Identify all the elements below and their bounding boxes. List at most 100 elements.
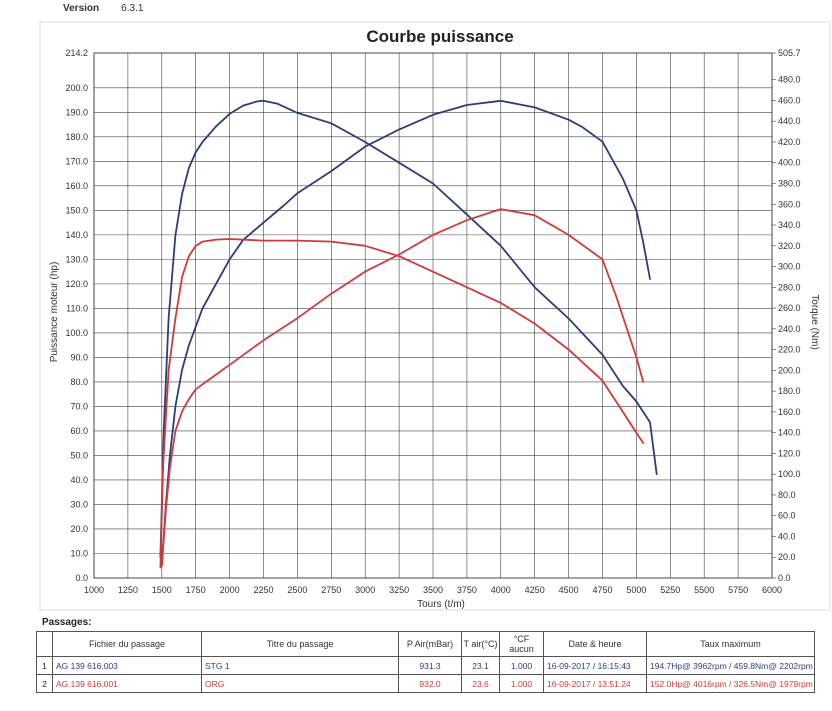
x-tick-label: 4250 [525, 585, 545, 595]
x-tick-label: 5750 [728, 585, 748, 595]
x-tick-label: 2250 [253, 585, 273, 595]
col-header-cf: °CF aucun [499, 631, 544, 657]
col-header-tair: T air(°C) [461, 631, 500, 657]
row-pair: 932.0 [398, 674, 462, 693]
y-right-tick-label: 80.0 [778, 490, 796, 500]
y-right-tick-label: 400.0 [778, 158, 801, 168]
y-right-tick-label: 100.0 [778, 469, 801, 479]
x-tick-label: 5250 [660, 585, 680, 595]
y-left-tick-label: 20.0 [70, 524, 88, 534]
x-tick-label: 1500 [152, 585, 172, 595]
passages-table: Fichier du passage Titre du passage P Ai… [36, 631, 815, 693]
y-left-tick-label: 90.0 [70, 352, 88, 362]
y-left-tick-label: 180.0 [65, 132, 88, 142]
col-header-pair: P Air(mBar) [398, 631, 462, 657]
x-tick-label: 3500 [423, 585, 443, 595]
y-right-tick-label: 420.0 [778, 137, 801, 147]
y-left-tick-label: 100.0 [65, 328, 88, 338]
y-left-tick-label: 110.0 [66, 303, 88, 313]
power-torque-chart: Courbe puissance 1000 1250 1500 1750 2000 225… [39, 21, 831, 611]
x-tick-label: 3250 [389, 585, 409, 595]
version-label: Version [63, 3, 100, 14]
x-tick-label: 3750 [457, 585, 477, 595]
series-line-2-right [159, 99, 658, 559]
y-left-tick-label: 190.0 [65, 107, 88, 117]
x-tick-label: 4500 [559, 585, 579, 595]
series-line-4-right [159, 238, 645, 569]
row-cf: 1.000 [499, 674, 544, 693]
y-right-tick-label: 320.0 [778, 241, 801, 251]
plot-border [93, 52, 773, 579]
col-header-title: Titre du passage [201, 631, 399, 657]
row-datetime: 16-09-2017 / 13:51:24 [543, 674, 647, 693]
y-left-tick-label: 140.0 [65, 230, 88, 240]
y-right-tick-label: 360.0 [778, 199, 801, 209]
row-file: AG 139 616.003 [52, 656, 202, 675]
chart-series [159, 99, 658, 569]
y-right-tick-label: 280.0 [778, 282, 801, 292]
row-tair: 23.1 [461, 656, 500, 675]
row-max: 194.7Hp@ 3962rpm / 459.8Nm@ 2202rpm [646, 656, 815, 675]
y-right-tick-label: 160.0 [778, 407, 801, 417]
y-left-tick-label: 50.0 [70, 450, 88, 460]
row-pair: 931.3 [398, 656, 462, 675]
col-header-max: Taux maximum [646, 631, 815, 657]
y-left-tick-label: 0.0 [75, 573, 88, 583]
x-tick-label: 4750 [592, 585, 612, 595]
y-right-tick-label: 300.0 [778, 262, 801, 272]
chart-grid [93, 52, 776, 579]
row-max: 152.0Hp@ 4016rpm / 326.5Nm@ 1979rpm [646, 674, 815, 693]
y-right-tick-label: 460.0 [778, 95, 801, 105]
row-file: AG 139 616.001 [52, 674, 202, 693]
row-datetime: 16-09-2017 / 16:15:43 [543, 656, 647, 675]
x-tick-label: 2500 [287, 585, 307, 595]
y-right-tick-label: 60.0 [778, 511, 796, 521]
col-header-index [36, 631, 53, 657]
y-right-tick-label: 0.0 [778, 573, 791, 583]
y-left-tick-label: 30.0 [70, 499, 88, 509]
chart-ticks: 1000 1250 1500 1750 2000 2250 2500 2750 3000 3250… [65, 48, 800, 595]
y-right-tick-label: 40.0 [778, 531, 796, 541]
y-right-tick-label: 120.0 [778, 448, 801, 458]
chart-title: Courbe puissance [366, 27, 513, 46]
y-right-tick-label: 440.0 [778, 116, 801, 126]
series-line-1-left [160, 99, 651, 567]
x-tick-label: 1250 [118, 585, 138, 595]
row-title: STG 1 [201, 656, 399, 675]
x-tick-label: 1750 [186, 585, 206, 595]
col-header-file: Fichier du passage [52, 631, 202, 657]
table-row[interactable]: 2 AG 139 616.001 ORG 932.0 23.6 1.000 16… [36, 674, 815, 693]
y-right-tick-label: 140.0 [778, 428, 801, 438]
y-left-axis-title: Puissance moteur (hp) [49, 262, 60, 363]
table-row[interactable]: 1 AG 139 616.003 STG 1 931.3 23.1 1.000 … [36, 656, 815, 675]
x-tick-label: 2750 [321, 585, 341, 595]
y-left-tick-label: 40.0 [70, 475, 88, 485]
y-left-tick-label: 150.0 [65, 205, 88, 215]
y-left-tick-label: 80.0 [70, 377, 88, 387]
version-value: 6.3.1 [121, 3, 144, 14]
y-right-tick-label: 380.0 [778, 178, 801, 188]
y-right-tick-label: 505.7 [778, 48, 801, 58]
y-left-tick-label: 170.0 [65, 156, 88, 166]
y-left-tick-label: 10.0 [70, 548, 88, 558]
y-left-tick-label: 120.0 [65, 279, 88, 289]
col-header-datetime: Date & heure [543, 631, 647, 657]
series-line-3-left [160, 208, 645, 567]
x-tick-label: 6000 [762, 585, 782, 595]
row-index: 2 [36, 674, 53, 693]
y-right-tick-label: 260.0 [778, 303, 801, 313]
row-tair: 23.6 [461, 674, 500, 693]
passages-label: Passages: [42, 617, 92, 628]
y-right-tick-label: 240.0 [778, 324, 801, 334]
x-axis-title: Tours (t/m) [417, 599, 465, 610]
row-cf: 1.000 [499, 656, 544, 675]
x-tick-label: 2000 [220, 585, 240, 595]
y-right-tick-label: 220.0 [778, 345, 801, 355]
y-left-tick-label: 214.2 [65, 48, 88, 58]
x-tick-label: 5500 [694, 585, 714, 595]
x-tick-label: 5000 [626, 585, 646, 595]
y-left-tick-label: 130.0 [65, 254, 88, 264]
chart-frame [39, 21, 831, 611]
y-right-tick-label: 200.0 [778, 365, 801, 375]
x-tick-label: 1000 [84, 585, 104, 595]
